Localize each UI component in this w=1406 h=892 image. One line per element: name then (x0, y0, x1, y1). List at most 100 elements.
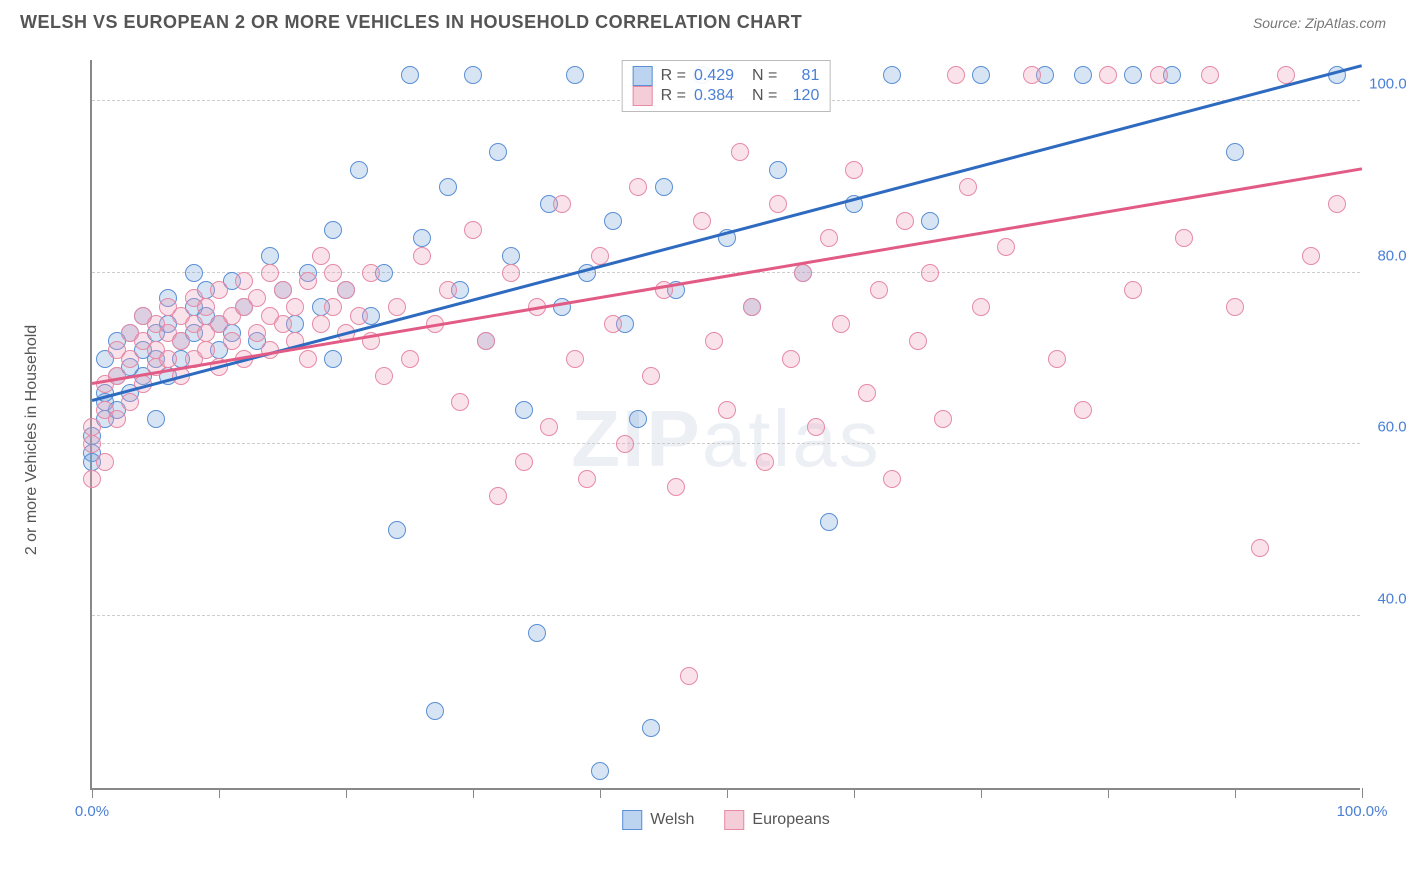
data-point (489, 143, 507, 161)
y-tick-label: 40.0% (1377, 591, 1406, 608)
x-tick (1362, 788, 1363, 798)
data-point (1328, 195, 1346, 213)
data-point (591, 762, 609, 780)
data-point (870, 281, 888, 299)
data-point (972, 298, 990, 316)
data-point (769, 195, 787, 213)
data-point (693, 212, 711, 230)
data-point (235, 272, 253, 290)
n-label: N = (752, 67, 777, 85)
x-tick (854, 788, 855, 798)
x-tick (727, 788, 728, 798)
data-point (197, 298, 215, 316)
data-point (756, 453, 774, 471)
data-point (972, 66, 990, 84)
data-point (350, 161, 368, 179)
data-point (1226, 143, 1244, 161)
data-point (83, 470, 101, 488)
r-value: 0.429 (694, 67, 744, 85)
data-point (642, 367, 660, 385)
data-point (591, 247, 609, 265)
n-label: N = (752, 87, 777, 105)
x-tick (981, 788, 982, 798)
data-point (477, 332, 495, 350)
x-tick (600, 788, 601, 798)
data-point (502, 264, 520, 282)
data-point (248, 289, 266, 307)
data-point (566, 66, 584, 84)
data-point (629, 178, 647, 196)
data-point (147, 410, 165, 428)
data-point (807, 418, 825, 436)
legend-label: Welsh (650, 811, 694, 829)
data-point (210, 281, 228, 299)
legend-item: Welsh (622, 810, 694, 830)
chart-title: WELSH VS EUROPEAN 2 OR MORE VEHICLES IN … (20, 12, 802, 33)
x-tick (346, 788, 347, 798)
x-tick (219, 788, 220, 798)
data-point (1175, 229, 1193, 247)
r-label: R = (661, 67, 686, 85)
data-point (451, 393, 469, 411)
data-point (324, 350, 342, 368)
legend-swatch (622, 810, 642, 830)
data-point (1048, 350, 1066, 368)
data-point (680, 667, 698, 685)
data-point (1302, 247, 1320, 265)
data-point (1226, 298, 1244, 316)
data-point (845, 161, 863, 179)
data-point (83, 435, 101, 453)
data-point (439, 178, 457, 196)
legend-item: Europeans (724, 810, 829, 830)
data-point (731, 143, 749, 161)
data-point (299, 272, 317, 290)
data-point (616, 435, 634, 453)
data-point (261, 264, 279, 282)
data-point (502, 247, 520, 265)
data-point (604, 315, 622, 333)
data-point (324, 264, 342, 282)
data-point (528, 624, 546, 642)
data-point (1099, 66, 1117, 84)
y-tick-label: 60.0% (1377, 419, 1406, 436)
data-point (324, 221, 342, 239)
data-point (997, 238, 1015, 256)
data-point (1074, 401, 1092, 419)
data-point (312, 315, 330, 333)
data-point (388, 521, 406, 539)
y-axis-label: 2 or more Vehicles in Household (23, 325, 41, 555)
data-point (426, 702, 444, 720)
data-point (1023, 66, 1041, 84)
data-point (642, 719, 660, 737)
gridline-h (92, 443, 1360, 444)
bottom-legend: Welsh Europeans (622, 810, 830, 830)
x-tick-label: 0.0% (75, 803, 109, 820)
data-point (820, 229, 838, 247)
data-point (629, 410, 647, 428)
data-point (959, 178, 977, 196)
data-point (553, 195, 571, 213)
source-attribution: Source: ZipAtlas.com (1253, 15, 1386, 31)
data-point (947, 66, 965, 84)
data-point (1251, 539, 1269, 557)
data-point (274, 315, 292, 333)
stats-row: R =0.384N =120 (633, 86, 820, 106)
chart-container: 2 or more Vehicles in Household ZIPatlas… (70, 50, 1380, 830)
x-tick (92, 788, 93, 798)
data-point (223, 332, 241, 350)
data-point (172, 332, 190, 350)
data-point (655, 178, 673, 196)
data-point (832, 315, 850, 333)
data-point (83, 418, 101, 436)
n-value: 81 (785, 67, 819, 85)
x-tick (473, 788, 474, 798)
data-point (909, 332, 927, 350)
data-point (261, 247, 279, 265)
data-point (515, 401, 533, 419)
stats-row: R = 0.429 N = 81 (633, 66, 820, 86)
data-point (248, 324, 266, 342)
x-tick (1235, 788, 1236, 798)
gridline-h (92, 272, 1360, 273)
data-point (743, 298, 761, 316)
gridline-h (92, 615, 1360, 616)
